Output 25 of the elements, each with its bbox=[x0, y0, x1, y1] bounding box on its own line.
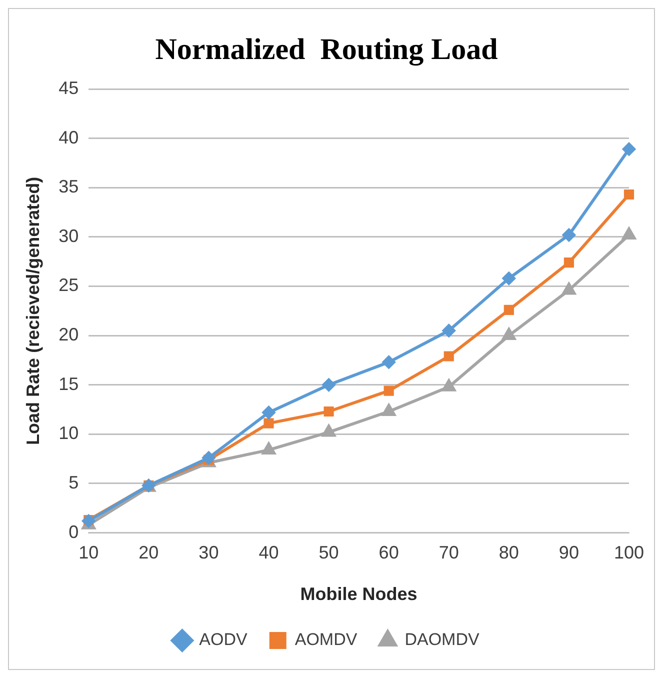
y-tick-label: 20 bbox=[58, 324, 79, 345]
y-tick-label: 5 bbox=[68, 472, 79, 492]
legend-label: DAOMDV bbox=[404, 630, 480, 650]
y-tick-label: 10 bbox=[58, 423, 79, 444]
y-tick-label: 25 bbox=[58, 275, 79, 296]
x-tick-label: 80 bbox=[498, 542, 519, 563]
y-tick-label: 0 bbox=[68, 522, 79, 542]
y-axis-title: Load Rate (recieved/generated) bbox=[22, 176, 43, 445]
y-tick-label: 35 bbox=[58, 176, 79, 197]
x-tick-label: 70 bbox=[438, 542, 459, 563]
y-tick-label: 30 bbox=[58, 226, 79, 246]
x-tick-label: 30 bbox=[198, 542, 219, 563]
x-tick-label: 20 bbox=[138, 542, 159, 563]
y-tick-label: 15 bbox=[58, 374, 79, 394]
y-tick-label: 40 bbox=[58, 127, 79, 148]
legend-label: AODV bbox=[199, 630, 248, 650]
x-tick-label: 90 bbox=[558, 542, 579, 563]
x-tick-label: 60 bbox=[378, 542, 399, 563]
y-tick-label: 45 bbox=[58, 78, 79, 98]
x-axis-title: Mobile Nodes bbox=[300, 584, 418, 604]
legend-label: AOMDV bbox=[294, 630, 358, 650]
x-tick-label: 50 bbox=[318, 542, 339, 563]
chart-title: Normalized Routing Load bbox=[155, 32, 498, 66]
x-tick-label: 40 bbox=[258, 542, 279, 563]
x-tick-label: 100 bbox=[614, 542, 644, 563]
